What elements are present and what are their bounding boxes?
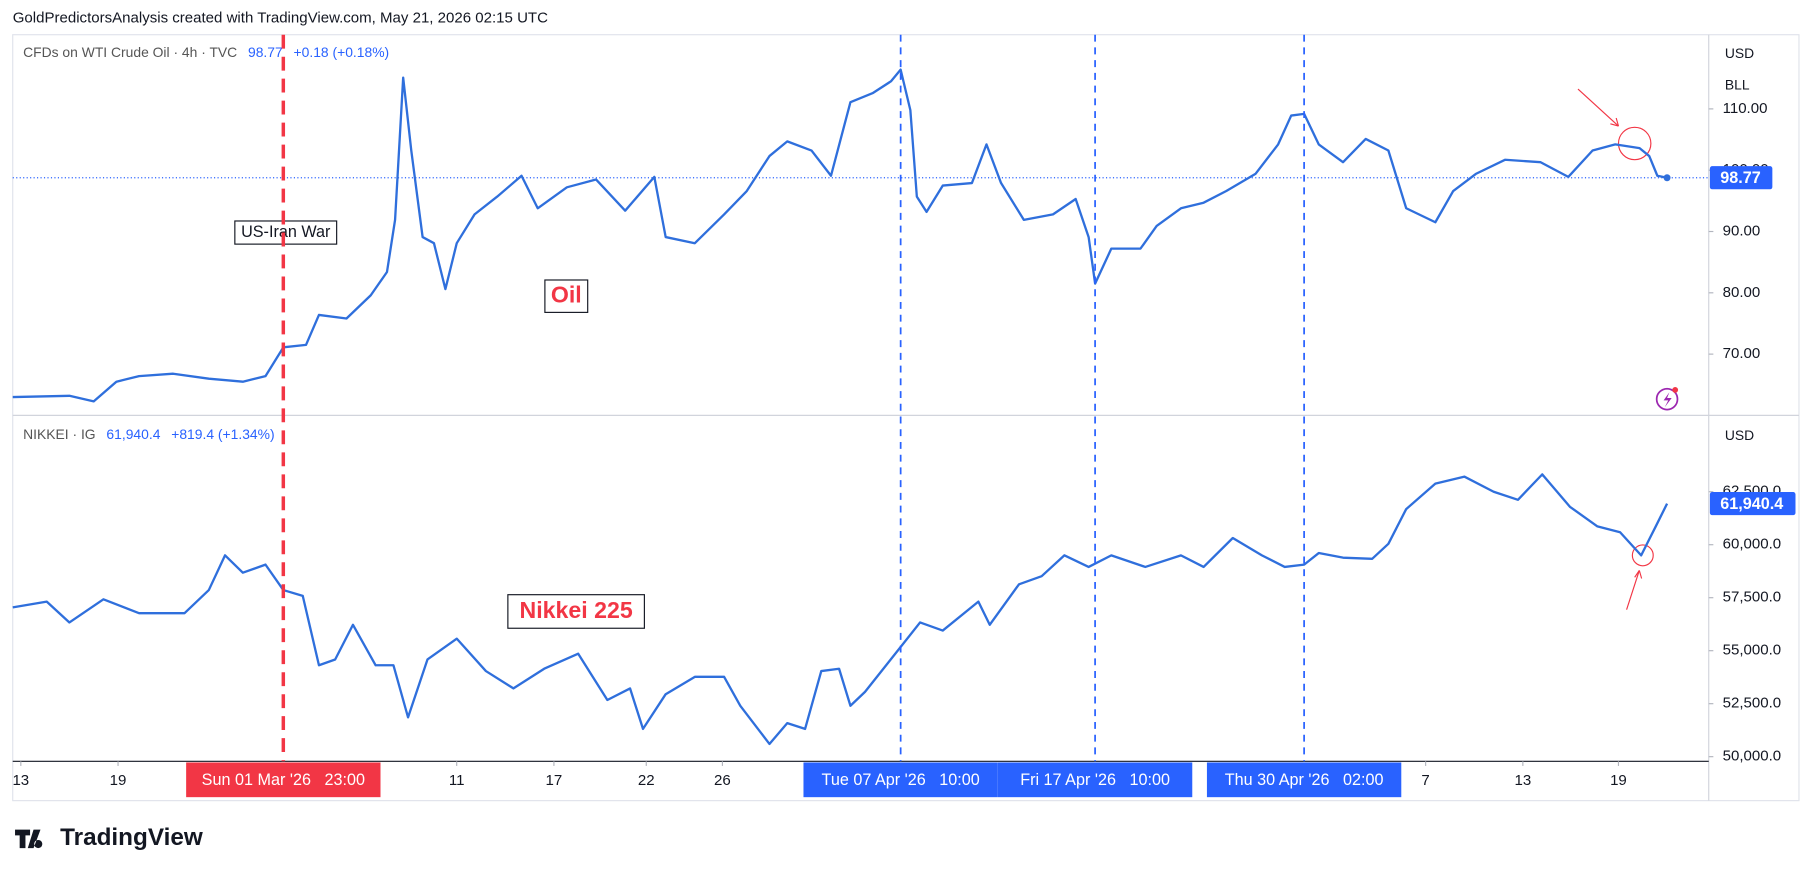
currency-label[interactable]: USD bbox=[1725, 427, 1754, 443]
highlight-circle bbox=[1617, 126, 1652, 161]
currency-box bbox=[1714, 39, 1796, 102]
y-tick-label: 70.00 bbox=[1723, 345, 1761, 362]
event-date-box bbox=[803, 762, 998, 798]
arrow bbox=[1626, 570, 1640, 610]
nikkei-symbol: NIKKEI · IG bbox=[23, 426, 95, 442]
annotation: US-Iran War bbox=[241, 223, 331, 241]
highlight-circle bbox=[1631, 544, 1654, 567]
x-tick-label: 13 bbox=[12, 772, 29, 789]
logo-mark bbox=[15, 829, 43, 849]
annotation-box bbox=[234, 220, 338, 245]
event-date-label: Sun 01 Mar '26 23:00 bbox=[202, 771, 365, 789]
x-tick-label: 22 bbox=[638, 772, 655, 789]
logo[interactable]: TradingView bbox=[60, 824, 203, 851]
alert-dot bbox=[1672, 387, 1679, 393]
event-date-box bbox=[997, 762, 1193, 798]
price-line-series bbox=[12, 68, 1668, 403]
unit-label[interactable]: BLL bbox=[1725, 76, 1750, 92]
y-tick-label: 80.00 bbox=[1723, 284, 1761, 301]
event-date-box bbox=[186, 762, 381, 798]
event-date-box bbox=[1206, 762, 1402, 798]
x-tick-label: 13 bbox=[1514, 772, 1531, 789]
y-tick-label: 57,500.0 bbox=[1723, 589, 1782, 606]
oil-last-price: 98.77 bbox=[248, 44, 283, 60]
y-tick-label: 55,000.0 bbox=[1723, 642, 1782, 659]
currency-label[interactable]: USD bbox=[1725, 45, 1754, 61]
attribution: GoldPredictorsAnalysis created with Trad… bbox=[13, 9, 548, 26]
x-tick-label: 19 bbox=[110, 772, 127, 789]
alert-icon-bolt bbox=[1663, 392, 1672, 408]
last-price-label: 98.77 bbox=[1720, 169, 1761, 187]
last-price-tag bbox=[1709, 166, 1773, 190]
x-tick-label: 26 bbox=[714, 772, 731, 789]
x-tick-label: 7 bbox=[1421, 772, 1429, 789]
event-date-label: Tue 07 Apr '26 10:00 bbox=[822, 771, 980, 789]
annotation-box bbox=[507, 594, 645, 629]
event-date-label: Thu 30 Apr '26 02:00 bbox=[1225, 771, 1384, 789]
x-tick-label: 11 bbox=[449, 772, 465, 789]
oil-legend: CFDs on WTI Crude Oil · 4h · TVC 98.77 +… bbox=[23, 44, 389, 60]
arrow-head bbox=[1634, 570, 1643, 579]
annotation: Nikkei 225 bbox=[520, 597, 633, 623]
last-point bbox=[1663, 174, 1671, 182]
y-tick-label: 110.00 bbox=[1723, 100, 1768, 117]
alert-icon[interactable] bbox=[1655, 387, 1679, 411]
nikkei-legend: NIKKEI · IG 61,940.4 +819.4 (+1.34%) bbox=[23, 426, 274, 442]
oil-symbol: CFDs on WTI Crude Oil · 4h · TVC bbox=[23, 44, 237, 60]
y-tick-label: 50,000.0 bbox=[1723, 748, 1782, 765]
annotation: Oil bbox=[551, 281, 582, 307]
arrow-head bbox=[1610, 117, 1620, 127]
event-date-label: Fri 17 Apr '26 10:00 bbox=[1020, 771, 1170, 789]
arrow bbox=[1577, 88, 1619, 127]
price-line-series bbox=[12, 473, 1669, 746]
last-price-label: 61,940.4 bbox=[1720, 495, 1783, 513]
annotation-box bbox=[544, 279, 589, 313]
x-tick-label: 17 bbox=[546, 772, 563, 789]
nikkei-last-price: 61,940.4 bbox=[106, 426, 160, 442]
oil-change: +0.18 (+0.18%) bbox=[294, 44, 390, 60]
nikkei-change: +819.4 (+1.34%) bbox=[171, 426, 274, 442]
last-price-tag bbox=[1709, 492, 1796, 516]
frame bbox=[12, 34, 1800, 802]
y-tick-label: 90.00 bbox=[1723, 222, 1761, 239]
x-tick-label: 19 bbox=[1610, 772, 1627, 789]
y-tick-label: 52,500.0 bbox=[1723, 695, 1782, 712]
y-tick-label: 60,000.0 bbox=[1723, 536, 1782, 553]
